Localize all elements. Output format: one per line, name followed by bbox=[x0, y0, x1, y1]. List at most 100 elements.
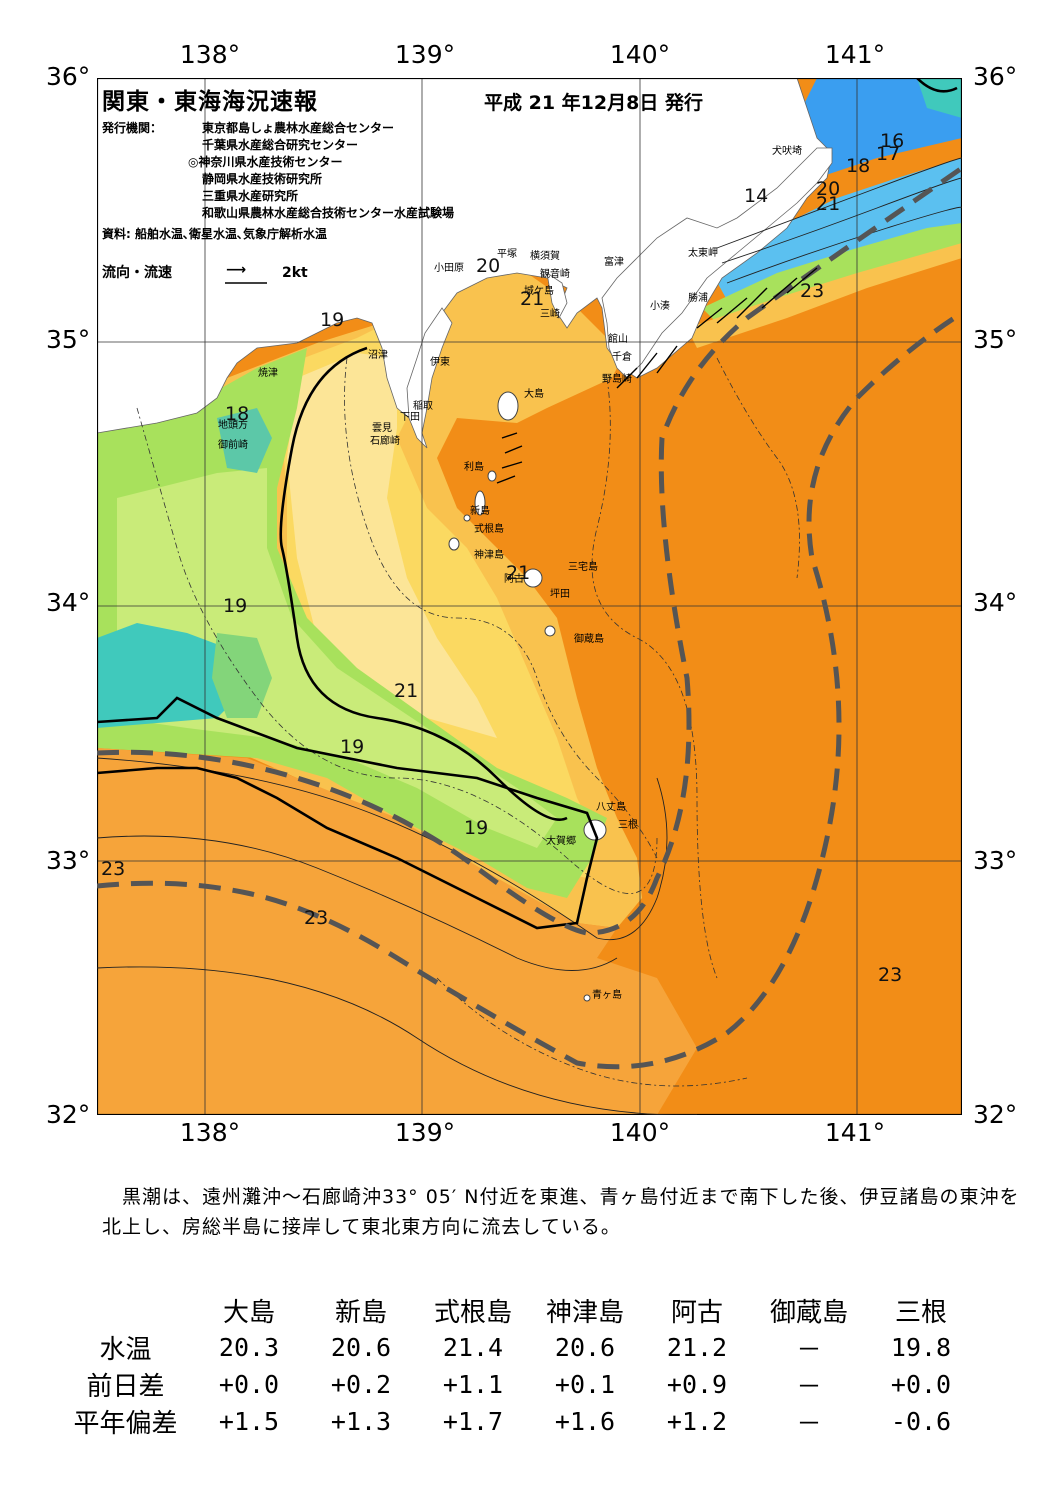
island-mikurajima bbox=[544, 625, 556, 637]
place-irozaki: 石廊崎 bbox=[370, 436, 400, 447]
place-misaki: 三崎 bbox=[540, 309, 560, 320]
issue-date: 平成 21 年12月8日 発行 bbox=[484, 92, 703, 114]
table-cell: － bbox=[796, 1371, 822, 1401]
isotherm-lines bbox=[97, 157, 962, 1115]
station-header: 大島 bbox=[222, 1298, 275, 1328]
island-kozushima bbox=[448, 537, 460, 551]
place-kannonzaki: 観音崎 bbox=[540, 269, 570, 280]
isotherm-label-16: 16 bbox=[880, 130, 905, 152]
place-omaezaki: 御前崎 bbox=[218, 440, 248, 451]
lat-label-32-right: 32° bbox=[973, 1100, 1018, 1129]
place-chikyuzan: 地頭方 bbox=[218, 420, 248, 431]
station-header: 御蔵島 bbox=[769, 1298, 848, 1328]
place-ako: 阿古 bbox=[504, 574, 524, 585]
issuer-5: 三重県水産研究所 bbox=[202, 189, 299, 203]
issuer-1: 東京都島しょ農林水産総合センター bbox=[202, 121, 395, 135]
table-cell: 19.8 bbox=[890, 1333, 952, 1362]
isotherm-label-18-ne: 18 bbox=[846, 155, 871, 177]
lon-label-141-top: 141° bbox=[824, 40, 886, 69]
place-taitomisaki: 太東岬 bbox=[688, 248, 718, 259]
table-cell: +0.1 bbox=[554, 1370, 616, 1399]
lon-label-138-top: 138° bbox=[179, 40, 241, 69]
issuer-4: 静岡県水産技術研究所 bbox=[202, 172, 323, 186]
table-cell: 21.2 bbox=[666, 1333, 728, 1362]
isotherm-label-23-southeast: 23 bbox=[878, 964, 903, 986]
lat-label-36-left: 36° bbox=[46, 62, 91, 91]
island-niijima bbox=[474, 490, 486, 516]
table-cell: 20.3 bbox=[218, 1333, 280, 1362]
place-yaizu: 焼津 bbox=[258, 368, 278, 379]
cyan-cool-pocket bbox=[97, 623, 247, 728]
table-cell: +0.0 bbox=[218, 1370, 280, 1399]
place-hachijojima: 八丈島 bbox=[596, 802, 626, 813]
place-oshima: 大島 bbox=[524, 389, 544, 400]
place-tsubota: 坪田 bbox=[550, 589, 570, 600]
land-miura bbox=[546, 272, 568, 319]
current-legend-arrow: ⟶ bbox=[226, 262, 247, 278]
isotherm-label-23-ne: 23 bbox=[800, 280, 825, 302]
warm-band-south bbox=[97, 748, 617, 958]
kuroshio-axis bbox=[97, 165, 962, 1070]
table-cell: － bbox=[796, 1408, 822, 1438]
table-cell: 20.6 bbox=[554, 1333, 616, 1362]
station-header: 阿古 bbox=[670, 1298, 723, 1328]
place-ito: 伊東 bbox=[430, 357, 450, 368]
cyan-omaezaki bbox=[217, 408, 272, 473]
station-header: 式根島 bbox=[433, 1298, 512, 1328]
station-header: 三根 bbox=[894, 1298, 947, 1328]
lon-label-140-top: 140° bbox=[609, 40, 671, 69]
isotherm-label-17: 17 bbox=[876, 143, 901, 165]
pale-yellow-water bbox=[287, 353, 497, 738]
place-jogashima: 城ケ島 bbox=[524, 286, 554, 297]
lat-label-35-left: 35° bbox=[46, 325, 91, 354]
place-kumomi: 雲見 bbox=[372, 423, 392, 434]
issuer-2: 千葉県水産総合研究センター bbox=[202, 138, 359, 152]
current-legend-label: 流向・流速 bbox=[102, 265, 172, 281]
table-cell: － bbox=[796, 1334, 822, 1364]
lat-label-36-right: 36° bbox=[973, 62, 1018, 91]
station-header: 新島 bbox=[334, 1298, 387, 1328]
island-oshima bbox=[497, 391, 519, 421]
isotherm-label-18-omaezaki: 18 bbox=[225, 403, 250, 425]
isotherm-label-21-ne: 21 bbox=[816, 193, 841, 215]
place-odawara: 小田原 bbox=[434, 263, 464, 274]
table-cell: +1.7 bbox=[442, 1407, 504, 1436]
table-cell: +0.9 bbox=[666, 1370, 728, 1399]
table-cell: 20.6 bbox=[330, 1333, 392, 1362]
issuer-3: ◎神奈川県水産技術センター bbox=[188, 155, 343, 169]
row-label: 水温 bbox=[99, 1335, 152, 1365]
lon-label-141-bottom: 141° bbox=[824, 1118, 886, 1147]
place-aogashima: 青ヶ島 bbox=[592, 990, 622, 1001]
place-nojimazaki: 野島崎 bbox=[602, 374, 632, 385]
table-corner bbox=[58, 1292, 193, 1329]
place-kominato: 小湊 bbox=[650, 301, 670, 312]
isotherm-label-19-center: 19 bbox=[340, 736, 365, 758]
place-niijima: 新島 bbox=[470, 506, 490, 517]
current-arrows bbox=[225, 267, 818, 484]
isotherm-label-19-south: 19 bbox=[464, 817, 489, 839]
place-inubosaki: 犬吠埼 bbox=[772, 146, 802, 157]
row-label: 平年偏差 bbox=[73, 1409, 178, 1439]
table-cell: +1.5 bbox=[218, 1407, 280, 1436]
island-toshima bbox=[487, 470, 497, 482]
table-cell: -0.6 bbox=[890, 1407, 952, 1436]
place-inatori: 稲取 bbox=[413, 401, 433, 412]
lon-label-139-top: 139° bbox=[394, 40, 456, 69]
green-pocket-west bbox=[212, 633, 272, 718]
lon-label-138-bottom: 138° bbox=[179, 1118, 241, 1147]
place-toshima: 利島 bbox=[464, 462, 484, 473]
table-row: 水温 20.3 20.6 21.4 20.6 21.2 － 19.8 bbox=[58, 1329, 977, 1366]
bold-isotherms bbox=[97, 78, 958, 930]
place-mitsune: 三根 bbox=[618, 820, 638, 831]
table-cell: +1.6 bbox=[554, 1407, 616, 1436]
lat-label-33-left: 33° bbox=[46, 846, 91, 875]
lat-label-32-left: 32° bbox=[46, 1100, 91, 1129]
table-header-row: 大島 新島 式根島 神津島 阿古 御蔵島 三根 bbox=[58, 1292, 977, 1329]
table-cell: +1.1 bbox=[442, 1370, 504, 1399]
sea-temperature-map bbox=[97, 78, 962, 1115]
island-miyakejima bbox=[523, 568, 543, 588]
row-label: 前日差 bbox=[86, 1372, 165, 1402]
land-boso-peninsula bbox=[601, 147, 833, 379]
place-okago: 大賀郷 bbox=[546, 836, 576, 847]
table-cell: +0.2 bbox=[330, 1370, 392, 1399]
